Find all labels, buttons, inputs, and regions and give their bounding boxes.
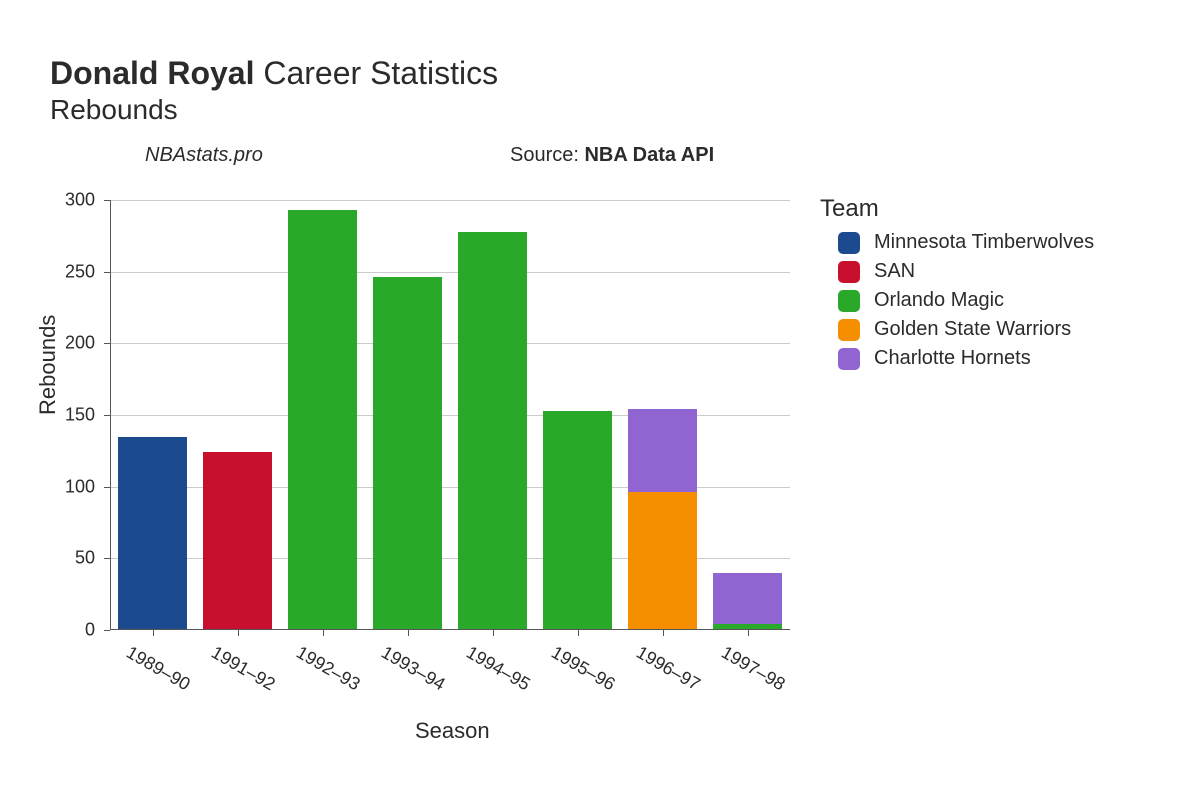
x-tick-mark xyxy=(238,630,239,636)
x-tick-mark xyxy=(578,630,579,636)
y-tick-mark xyxy=(104,487,110,488)
y-tick-label: 0 xyxy=(85,620,95,641)
x-tick-label: 1994–95 xyxy=(462,642,533,695)
y-tick-label: 150 xyxy=(65,405,95,426)
plot-area: 050100150200250300 xyxy=(110,200,790,630)
y-tick-mark xyxy=(104,272,110,273)
bar-segment xyxy=(628,492,698,630)
bar-segment xyxy=(713,573,783,625)
x-tick-mark xyxy=(153,630,154,636)
x-tick-mark xyxy=(493,630,494,636)
bar-segment xyxy=(288,210,358,630)
bar-segment xyxy=(458,232,528,630)
x-tick-label: 1989–90 xyxy=(122,642,193,695)
credit-source: Source: NBA Data API xyxy=(510,144,714,167)
legend-swatch xyxy=(838,319,860,341)
y-tick-label: 200 xyxy=(65,333,95,354)
y-tick-mark xyxy=(104,415,110,416)
legend-swatch xyxy=(838,261,860,283)
x-tick-mark xyxy=(748,630,749,636)
chart-subtitle: Rebounds xyxy=(50,94,1150,126)
legend-label: Charlotte Hornets xyxy=(874,347,1031,370)
chart-title-block: Donald Royal Career Statistics Rebounds xyxy=(50,55,1150,126)
legend-item: Minnesota Timberwolves xyxy=(820,231,1094,254)
y-tick-label: 50 xyxy=(75,548,95,569)
y-tick-label: 100 xyxy=(65,476,95,497)
y-tick-label: 300 xyxy=(65,190,95,211)
y-axis-title: Rebounds xyxy=(35,315,61,415)
legend-swatch xyxy=(838,348,860,370)
bar-segment xyxy=(628,409,698,492)
title-rest: Career Statistics xyxy=(254,55,498,91)
credit-row: NBAstats.pro Source: NBA Data API xyxy=(50,144,1150,174)
legend: Team Minnesota Timberwolves SAN Orlando Ma… xyxy=(820,195,1094,376)
x-tick-label: 1993–94 xyxy=(377,642,448,695)
legend-item: Charlotte Hornets xyxy=(820,347,1094,370)
x-axis-title: Season xyxy=(415,718,490,744)
x-tick-label: 1991–92 xyxy=(207,642,278,695)
bar-segment xyxy=(373,277,443,630)
legend-swatch xyxy=(838,290,860,312)
legend-item: SAN xyxy=(820,260,1094,283)
y-tick-mark xyxy=(104,558,110,559)
y-tick-mark xyxy=(104,200,110,201)
y-tick-label: 250 xyxy=(65,261,95,282)
x-axis-line xyxy=(110,629,790,630)
legend-item: Orlando Magic xyxy=(820,289,1094,312)
bar-segment xyxy=(543,411,613,630)
legend-title: Team xyxy=(820,195,1094,223)
legend-label: Orlando Magic xyxy=(874,289,1004,312)
legend-label: SAN xyxy=(874,260,915,283)
x-tick-mark xyxy=(663,630,664,636)
x-tick-label: 1997–98 xyxy=(717,642,788,695)
x-tick-mark xyxy=(408,630,409,636)
credit-site: NBAstats.pro xyxy=(145,144,263,167)
x-tick-label: 1995–96 xyxy=(547,642,618,695)
bar-segment xyxy=(118,437,188,631)
player-name: Donald Royal xyxy=(50,55,254,91)
bar-segment xyxy=(203,452,273,630)
x-tick-label: 1996–97 xyxy=(632,642,703,695)
x-tick-mark xyxy=(323,630,324,636)
credit-source-prefix: Source: xyxy=(510,144,584,166)
legend-item: Golden State Warriors xyxy=(820,318,1094,341)
y-tick-mark xyxy=(104,630,110,631)
y-axis-line xyxy=(110,200,111,630)
legend-swatch xyxy=(838,232,860,254)
chart-title: Donald Royal Career Statistics xyxy=(50,55,1150,92)
legend-label: Minnesota Timberwolves xyxy=(874,231,1094,254)
credit-source-name: NBA Data API xyxy=(584,144,714,166)
bars-container xyxy=(110,200,790,630)
legend-label: Golden State Warriors xyxy=(874,318,1071,341)
y-tick-mark xyxy=(104,343,110,344)
x-tick-label: 1992–93 xyxy=(292,642,363,695)
